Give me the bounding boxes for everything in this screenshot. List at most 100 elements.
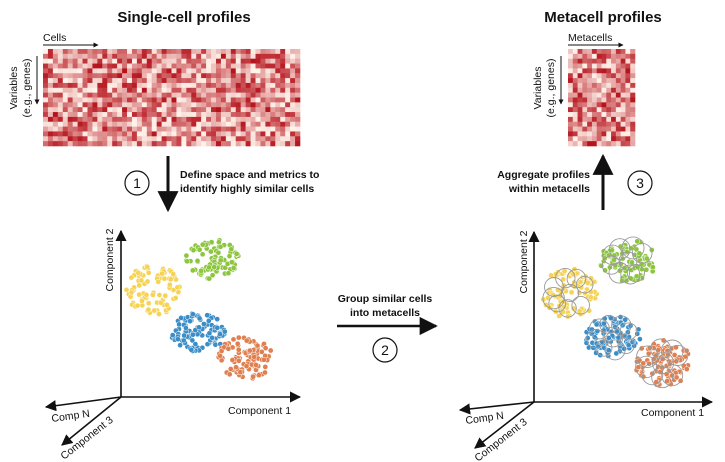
heatmap-cell — [250, 53, 256, 59]
heatmap-cell — [206, 116, 212, 123]
heatmap-cell — [568, 68, 574, 74]
heatmap-cell — [245, 53, 251, 59]
heatmap-cell — [102, 116, 108, 123]
heatmap-cell — [225, 73, 232, 79]
heatmap-cell — [245, 107, 251, 113]
heatmap-cell — [176, 53, 182, 59]
metacell-outline — [620, 264, 641, 285]
heatmap-cell — [225, 68, 232, 74]
heatmap-cell — [146, 49, 153, 55]
heatmap-cell — [196, 112, 202, 118]
heatmap-cell — [582, 49, 588, 55]
heatmap-cell — [57, 78, 64, 84]
heatmap-cell — [572, 107, 578, 113]
heatmap-cell — [596, 131, 602, 137]
orange-cell-point — [671, 352, 678, 358]
metacell-outline — [619, 322, 638, 341]
orange-cell-point — [258, 349, 265, 355]
heatmap-cell — [97, 141, 103, 147]
heatmap-cell — [156, 107, 162, 113]
heatmap-cell — [201, 102, 207, 108]
heatmap-cell — [112, 102, 118, 108]
heatmap-cell — [87, 92, 93, 98]
heatmap-cell — [136, 82, 143, 89]
heatmap-cell — [176, 63, 182, 69]
heatmap-cell — [206, 82, 212, 89]
heatmap-cell — [275, 63, 281, 69]
heatmap-cell — [52, 53, 59, 59]
heatmap-cell — [181, 126, 187, 132]
heatmap-cell — [211, 116, 217, 123]
heatmap-cell — [102, 49, 108, 55]
heatmap-cell — [601, 92, 607, 98]
heatmap-cell — [77, 87, 83, 93]
heatmap-cell — [92, 78, 98, 84]
blue-cell-point — [601, 320, 607, 327]
heatmap-cell — [112, 141, 118, 147]
heatmap-cell — [196, 73, 202, 79]
heatmap-cell — [220, 107, 227, 113]
heatmap-cell — [260, 87, 266, 93]
heatmap-cell — [191, 97, 197, 103]
heatmap-cell — [577, 131, 583, 137]
heatmap-cell — [611, 87, 617, 93]
heatmap-cell — [206, 63, 212, 69]
heatmap-cell — [47, 78, 54, 84]
heatmap-cell — [582, 87, 588, 93]
heatmap-cell — [270, 53, 276, 59]
heatmap-cell — [630, 49, 636, 55]
blue-cell-point — [188, 346, 195, 353]
heatmap-cell — [112, 107, 118, 113]
heatmap-cell — [176, 82, 182, 89]
heatmap-cell — [577, 58, 583, 64]
heatmap-cell — [201, 78, 207, 84]
heatmap-cell — [577, 68, 583, 74]
heatmap-cell — [52, 112, 59, 118]
heatmap-cell — [82, 58, 88, 64]
heatmap-cell — [92, 116, 98, 123]
orange-cell-point — [253, 362, 259, 368]
heatmap-cell — [260, 112, 266, 118]
heatmap-cell — [568, 87, 574, 93]
heatmap-cell — [201, 126, 207, 132]
heatmap-cell — [582, 53, 588, 59]
heatmap-cell — [146, 121, 153, 127]
heatmap-cell — [220, 131, 227, 137]
heatmap-cell — [601, 141, 607, 147]
heatmap-cell — [72, 121, 78, 127]
heatmap-cell — [225, 107, 232, 113]
metacell-outline — [571, 295, 590, 315]
green-cell-point — [211, 264, 218, 270]
heatmap-cell — [568, 49, 574, 55]
heatmap-cell — [176, 141, 182, 147]
blue-cell-point — [214, 316, 221, 322]
heatmap-cell — [280, 126, 286, 132]
yellow-cell-point — [561, 268, 568, 274]
heatmap-cell — [255, 53, 261, 59]
heatmap-cell — [596, 136, 602, 142]
heatmap-cell — [122, 63, 128, 69]
heatmap-cell — [240, 58, 246, 64]
heatmap-cell — [57, 121, 64, 127]
heatmap-cell — [245, 87, 251, 93]
heatmap-cell — [230, 126, 237, 132]
heatmap-cell — [572, 87, 578, 93]
heatmap-cell — [117, 131, 123, 137]
heatmap-cell — [615, 141, 621, 147]
heatmap-cell — [230, 112, 237, 118]
heatmap-cell — [230, 58, 237, 64]
heatmap-cell — [122, 82, 128, 89]
heatmap-cell — [625, 58, 631, 64]
heatmap-cell — [117, 102, 123, 108]
heatmap-cell — [606, 49, 612, 55]
metacell-outline — [635, 355, 658, 379]
step2-text-line1: Group similar cells — [338, 293, 433, 305]
heatmap-cell — [275, 49, 281, 55]
heatmap-cell — [201, 97, 207, 103]
heatmap-cell — [72, 97, 78, 103]
heatmap-cell — [250, 82, 256, 89]
heatmap-cell — [230, 107, 237, 113]
heatmap-cell — [166, 141, 172, 147]
heatmap-cell — [220, 136, 227, 142]
